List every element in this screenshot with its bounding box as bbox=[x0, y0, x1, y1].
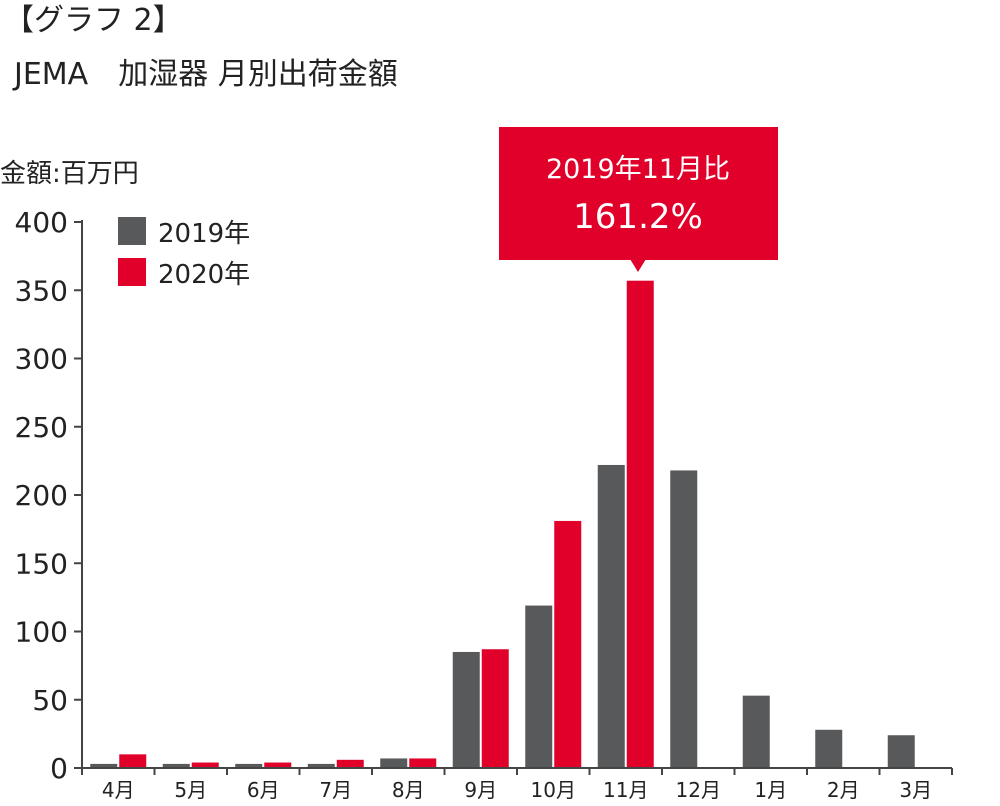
x-tick-label: 3月 bbox=[899, 778, 932, 802]
bar-2020-7 bbox=[554, 520, 582, 768]
bar-2020-6 bbox=[481, 649, 509, 768]
legend: 2019年 2020年 bbox=[118, 217, 250, 290]
chart-title: 【グラフ 2】 bbox=[4, 3, 183, 38]
legend-label-2019: 2019年 bbox=[158, 219, 250, 249]
y-tick-label: 50 bbox=[32, 684, 68, 717]
y-tick-label: 100 bbox=[15, 616, 68, 649]
y-axis-ticks: 0 50 100 150 200 250 300 350 400 bbox=[15, 206, 82, 785]
x-tick-label: 12月 bbox=[676, 778, 721, 802]
bar-2019-10 bbox=[742, 695, 770, 768]
bar-2019-4 bbox=[307, 763, 335, 768]
y-tick-label: 350 bbox=[15, 274, 68, 307]
bar-2019-11 bbox=[815, 729, 843, 768]
bar-2020-1 bbox=[119, 754, 147, 768]
legend-swatch-2019 bbox=[118, 217, 146, 245]
y-tick-label: 0 bbox=[50, 752, 68, 785]
bar-2020-4 bbox=[336, 759, 364, 768]
x-tick-label: 1月 bbox=[754, 778, 787, 802]
legend-label-2020: 2020年 bbox=[158, 260, 250, 290]
axes bbox=[81, 220, 952, 769]
callout-comparison-label: 2019年11月比 bbox=[546, 154, 730, 185]
x-tick-label: 10月 bbox=[531, 778, 576, 802]
callout-percentage: 161.2% bbox=[573, 197, 703, 237]
bar-2019-12 bbox=[887, 735, 915, 768]
bar-2019-6 bbox=[452, 651, 480, 768]
bar-2019-2 bbox=[162, 763, 190, 768]
bar-2020-8 bbox=[626, 280, 654, 768]
y-tick-label: 250 bbox=[15, 411, 68, 444]
y-tick-label: 400 bbox=[15, 206, 68, 239]
x-tick-label: 11月 bbox=[603, 778, 648, 802]
bar-2020-2 bbox=[191, 762, 219, 768]
x-tick-label: 4月 bbox=[102, 778, 135, 802]
y-axis-label: 金額:百万円 bbox=[0, 159, 139, 189]
callout-pointer bbox=[630, 259, 646, 272]
x-tick-label: 7月 bbox=[319, 778, 352, 802]
bar-2019-5 bbox=[380, 758, 408, 768]
bar-2020-5 bbox=[409, 758, 437, 768]
bar-2019-9 bbox=[670, 470, 698, 768]
x-tick-label: 6月 bbox=[247, 778, 280, 802]
callout: 2019年11月比 161.2% bbox=[499, 127, 778, 272]
y-tick-label: 300 bbox=[15, 343, 68, 376]
x-tick-label: 8月 bbox=[392, 778, 425, 802]
bar-2019-8 bbox=[597, 464, 625, 768]
x-tick-label: 5月 bbox=[174, 778, 207, 802]
legend-swatch-2020 bbox=[118, 258, 146, 286]
y-tick-label: 150 bbox=[15, 547, 68, 580]
bar-2019-7 bbox=[525, 605, 553, 768]
bars bbox=[90, 280, 915, 768]
chart-subtitle: JEMA 加湿器 月別出荷金額 bbox=[12, 57, 398, 92]
x-tick-label: 2月 bbox=[827, 778, 860, 802]
x-tick-label: 9月 bbox=[464, 778, 497, 802]
bar-2019-3 bbox=[235, 763, 263, 768]
x-axis-ticks: 4月 5月 6月 7月 8月 9月 10月 11月 12月 1月 2月 3月 bbox=[81, 768, 953, 802]
callout-box bbox=[499, 127, 778, 260]
bar-2020-3 bbox=[264, 762, 292, 768]
bar-2019-1 bbox=[90, 763, 118, 768]
y-tick-label: 200 bbox=[15, 479, 68, 512]
